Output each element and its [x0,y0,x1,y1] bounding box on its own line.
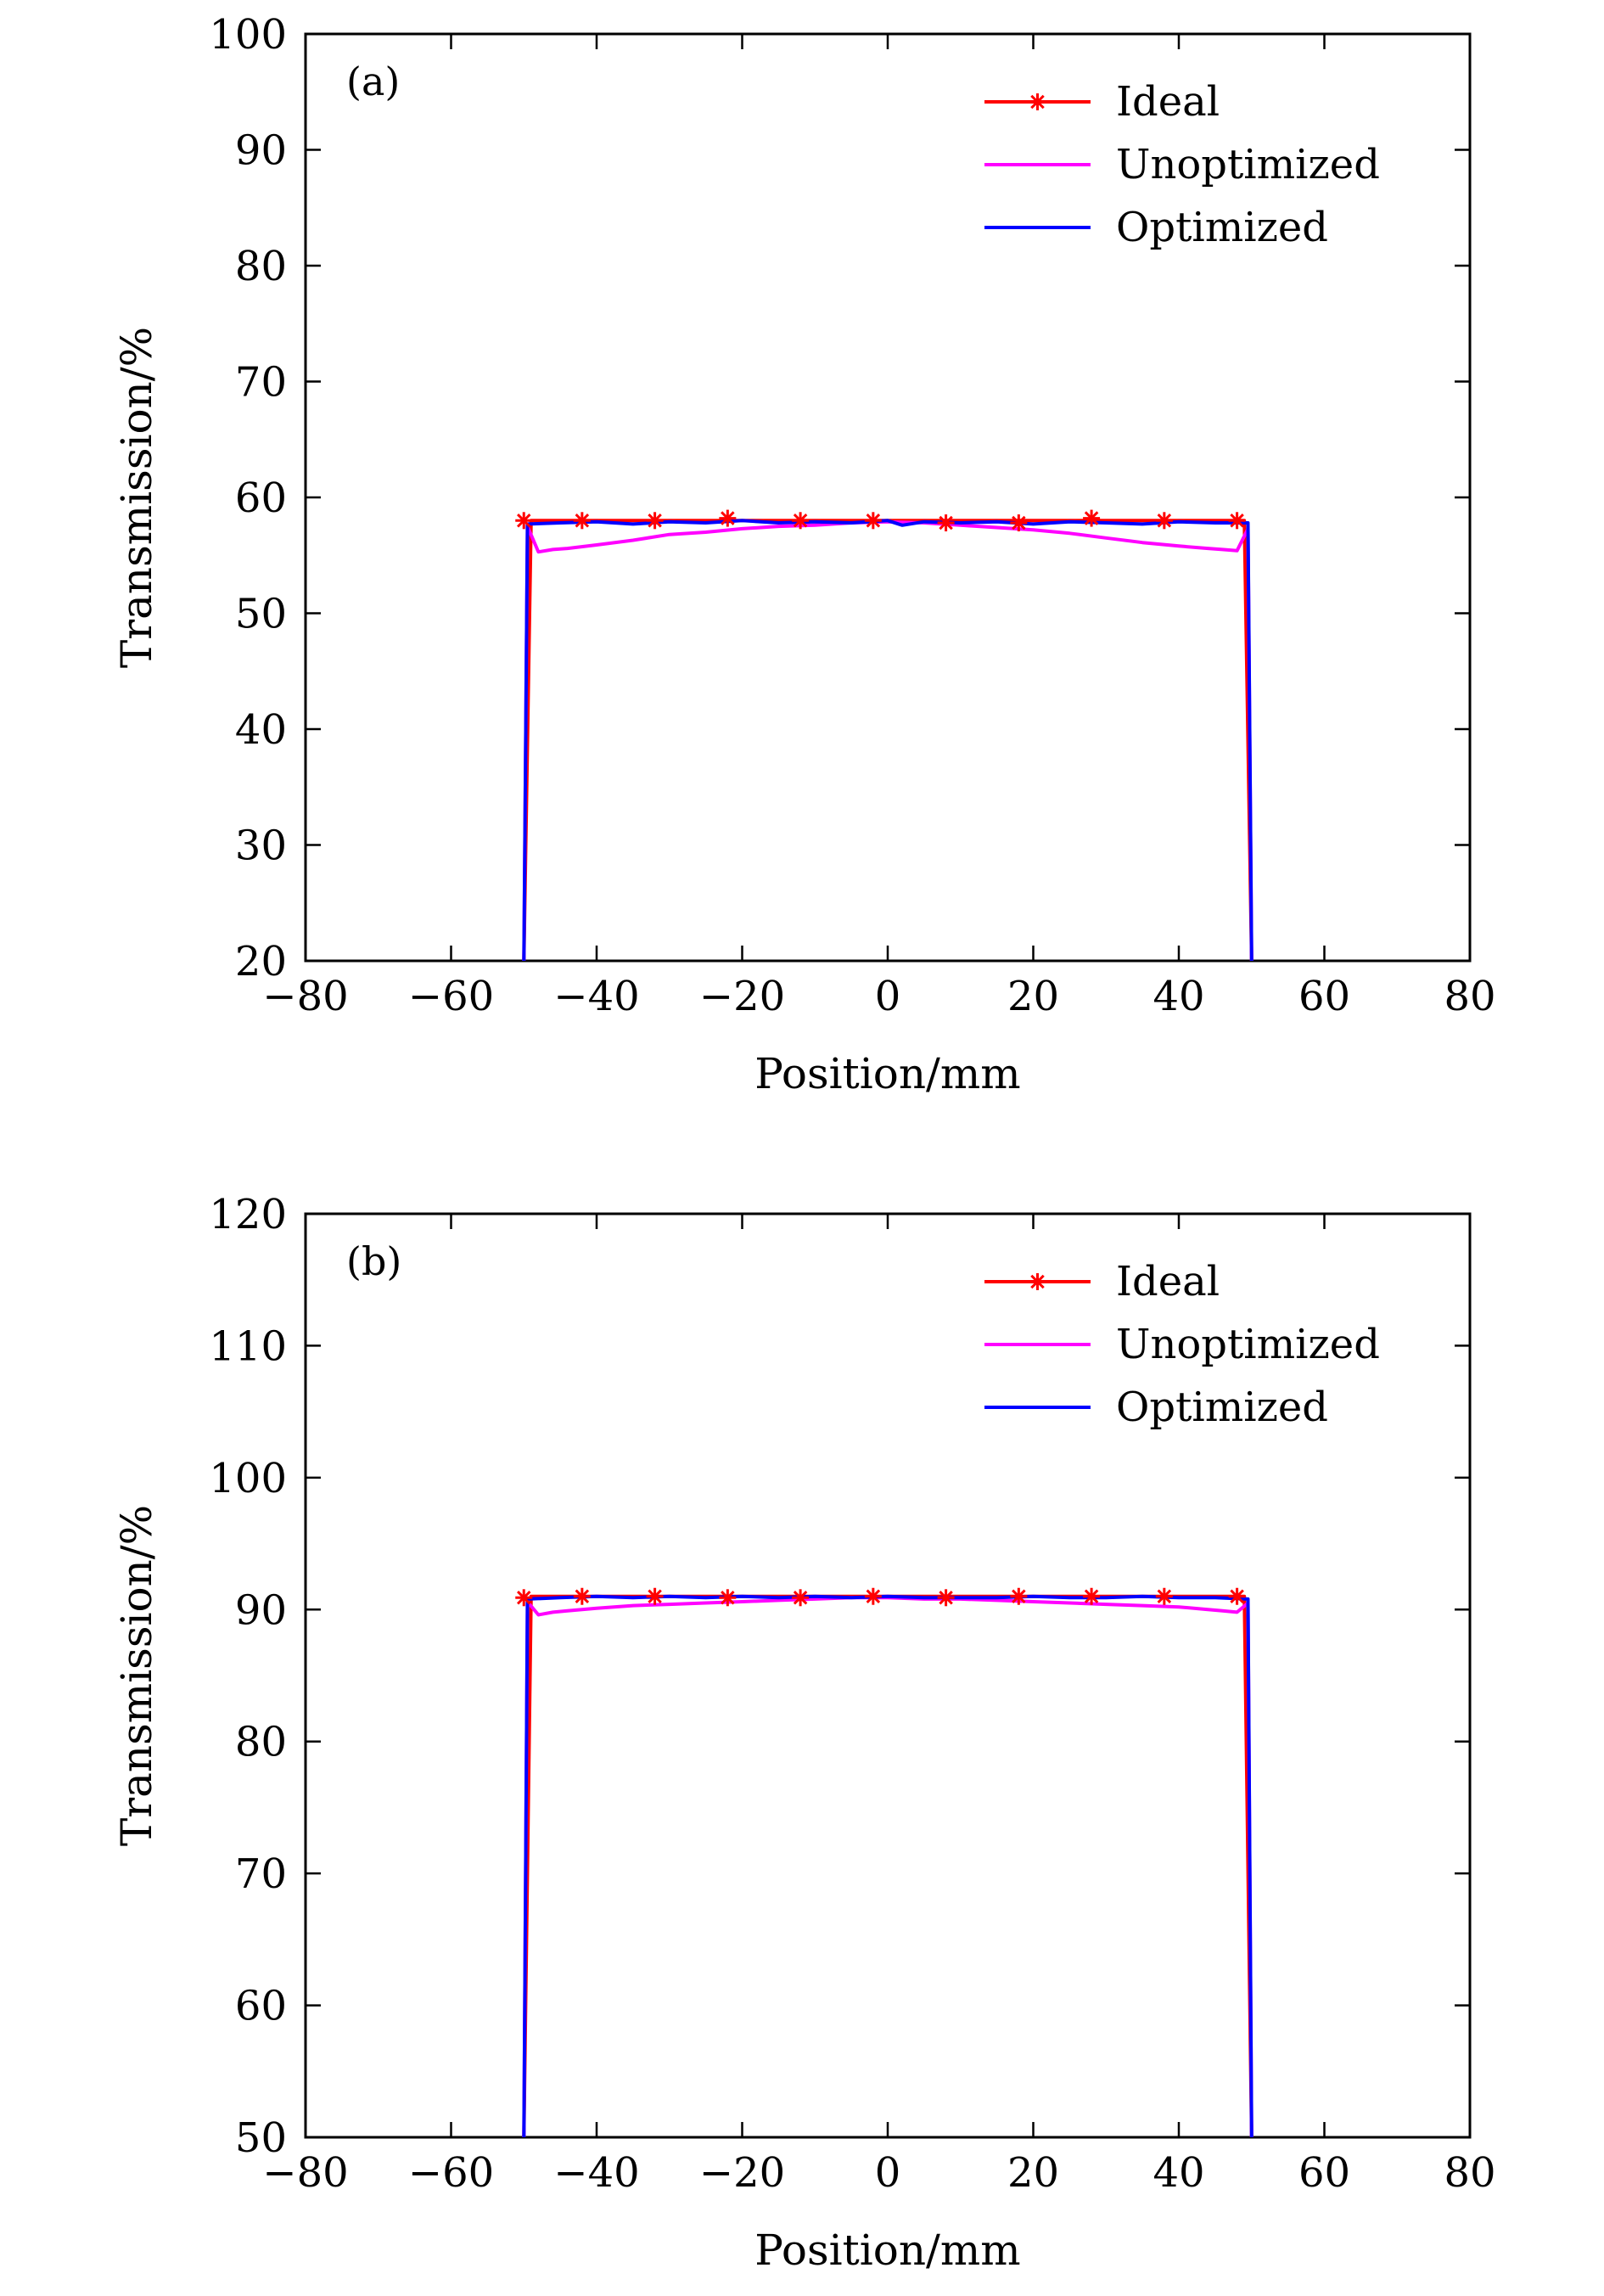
ideal-marker [573,1587,591,1605]
ideal-marker [1010,1587,1028,1605]
x-tick-label: 60 [1298,2149,1350,2197]
ideal-marker [864,512,882,530]
x-tick-label: −20 [699,2149,785,2197]
x-axis-title: Position/mm [754,1049,1020,1098]
x-tick-label: 80 [1444,2149,1495,2197]
legend-label: Optimized [1116,1384,1328,1431]
chart-panel-a: −80 −60 −40 −20 0 20 40 60 80 20 30 40 50 60 70 80 90 100… [112,11,1496,1098]
y-tick-label: 80 [235,1719,287,1766]
ideal-marker [646,512,664,530]
ideal-marker [1083,509,1101,527]
y-tick-label: 100 [209,1455,287,1502]
legend-marker [1029,1273,1046,1290]
plot-area [522,1594,1253,2137]
x-tick-label: 20 [1007,2149,1059,2197]
ideal-marker [573,512,591,530]
legend: Ideal Unoptimized Optimized [984,78,1380,251]
ideal-marker [1083,1587,1101,1605]
ideal-marker [1228,1587,1246,1605]
plot-area [522,519,1253,961]
ideal-marker [1155,1587,1173,1605]
x-tick-label: 60 [1298,973,1350,1020]
x-tick-label: 40 [1153,2149,1204,2197]
y-tick-label: 60 [235,1983,287,2030]
x-tick-label: −20 [699,973,785,1020]
y-tick-label: 110 [209,1322,287,1370]
series-line-unoptimized [522,1596,1253,2137]
y-tick-label: 80 [235,243,287,290]
ideal-marker [937,514,955,532]
y-tick-label: 70 [235,1850,287,1898]
y-tick-label: 40 [235,706,287,754]
ideal-marker [792,512,810,530]
ideal-marker [719,1589,737,1607]
series-line-optimized [522,1594,1253,2137]
y-tick-label: 70 [235,359,287,407]
x-tick-label: 80 [1444,973,1495,1020]
legend-marker [1029,93,1046,110]
y-tick-label: 120 [209,1191,287,1238]
series-line-ideal [522,519,1253,961]
ideal-marker [646,1587,664,1605]
y-tick-label: 60 [235,474,287,522]
ideal-marker [937,1589,955,1607]
ideal-marker [864,1587,882,1605]
x-axis-title: Position/mm [754,2226,1020,2275]
legend-label: Unoptimized [1116,141,1380,188]
x-tick-label: −80 [262,2149,348,2197]
ideal-marker [515,1589,533,1607]
y-axis-title: Transmission/% [112,1505,161,1846]
chart-panel-b: −80 −60 −40 −20 0 20 40 60 80 50 60 70 80 90 100 110 120… [112,1191,1496,2275]
legend-label: Unoptimized [1116,1321,1380,1368]
x-tick-label: −40 [553,973,639,1020]
x-tick-label: 40 [1153,973,1204,1020]
ideal-marker [792,1589,810,1607]
x-tick-label: −60 [408,973,494,1020]
ideal-marker [1155,512,1173,530]
y-tick-label: 50 [235,2114,287,2162]
series-line-unoptimized [522,519,1253,961]
x-tick-label: −80 [262,973,348,1020]
y-tick-label: 100 [209,11,287,59]
y-tick-label: 90 [235,127,287,175]
series-line-ideal [522,1594,1253,2137]
ideal-marker [1228,512,1246,530]
panel-label: (b) [346,1238,401,1284]
y-tick-label: 90 [235,1586,287,1634]
y-tick-label: 30 [235,822,287,870]
y-tick-label: 20 [235,938,287,985]
ideal-marker [515,512,533,530]
y-axis-title: Transmission/% [112,327,161,668]
ideal-marker [719,509,737,527]
x-tick-label: 20 [1007,973,1059,1020]
x-tick-label: 0 [875,2149,901,2197]
y-tick-label: 50 [235,591,287,638]
legend: Ideal Unoptimized Optimized [984,1258,1380,1431]
series-line-optimized [522,519,1253,961]
legend-label: Ideal [1116,78,1220,126]
panel-label: (a) [346,59,400,104]
ideal-marker [1010,514,1028,532]
x-tick-label: 0 [875,973,901,1020]
x-tick-label: −40 [553,2149,639,2197]
legend-label: Optimized [1116,204,1328,251]
legend-label: Ideal [1116,1258,1220,1305]
x-tick-label: −60 [408,2149,494,2197]
